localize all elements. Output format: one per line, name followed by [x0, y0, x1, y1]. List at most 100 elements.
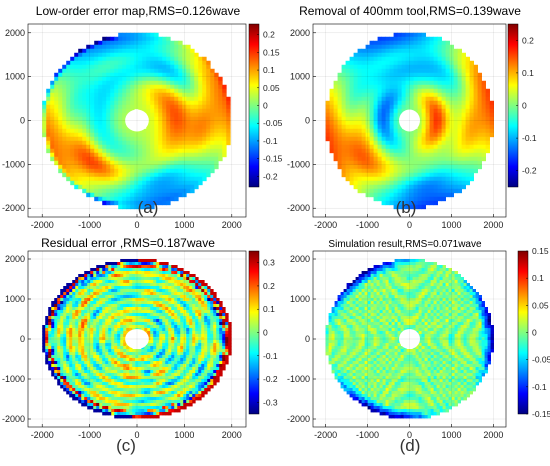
- heatmap-cell: [74, 184, 79, 190]
- heatmap-cell: [417, 124, 422, 130]
- heatmap-cell: [441, 160, 446, 166]
- heatmap-cell: [461, 180, 466, 186]
- heatmap-cell: [174, 56, 179, 62]
- heatmap-cell: [150, 128, 155, 134]
- heatmap-cell: [78, 292, 82, 296]
- heatmap-cell: [45, 319, 49, 323]
- heatmap-cell: [449, 144, 454, 150]
- heatmap-cell: [429, 144, 434, 150]
- heatmap-cell: [204, 349, 208, 353]
- heatmap-cell: [174, 271, 178, 275]
- heatmap-cell: [154, 96, 159, 102]
- heatmap-cell: [54, 331, 58, 335]
- heatmap-cell: [361, 76, 366, 82]
- heatmap-cell: [341, 100, 346, 106]
- heatmap-cell: [62, 100, 67, 106]
- heatmap-cell: [60, 334, 64, 338]
- heatmap-cell: [461, 60, 466, 66]
- heatmap-cell: [365, 84, 370, 90]
- heatmap-cell: [198, 92, 203, 98]
- heatmap-cell: [126, 180, 131, 186]
- heatmap-cell: [146, 32, 151, 38]
- heatmap-cell: [409, 148, 414, 154]
- heatmap-cell: [120, 334, 124, 338]
- heatmap-cell: [158, 116, 163, 122]
- heatmap-cell: [189, 292, 193, 296]
- heatmap-cell: [202, 124, 207, 130]
- heatmap-cell: [429, 52, 434, 58]
- heatmap-cell: [162, 295, 166, 299]
- heatmap-cell: [46, 132, 51, 138]
- heatmap-cell: [162, 132, 167, 138]
- heatmap-cell: [158, 136, 163, 142]
- heatmap-cell: [445, 148, 450, 154]
- heatmap-cell: [401, 180, 406, 186]
- heatmap-cell: [413, 136, 418, 142]
- heatmap-cell: [381, 176, 386, 182]
- heatmap-cell: [78, 52, 83, 58]
- heatmap-cell: [90, 84, 95, 90]
- heatmap-cell: [189, 340, 193, 344]
- heatmap-cell: [58, 144, 63, 150]
- heatmap-cell: [204, 361, 208, 365]
- heatmap-cell: [93, 292, 97, 296]
- heatmap-cell: [150, 172, 155, 178]
- heatmap-cell: [108, 301, 112, 305]
- heatmap-cell: [144, 286, 148, 290]
- heatmap-cell: [138, 352, 142, 356]
- heatmap-cell: [201, 340, 205, 344]
- heatmap-cell: [156, 295, 160, 299]
- heatmap-cell: [409, 188, 414, 194]
- heatmap-cell: [449, 56, 454, 62]
- heatmap-cell: [345, 136, 350, 142]
- heatmap-cell: [82, 132, 87, 138]
- heatmap-cell: [66, 304, 70, 308]
- heatmap-cell: [473, 124, 478, 130]
- heatmap-cell: [102, 280, 106, 284]
- heatmap-cell: [90, 325, 94, 329]
- heatmap-cell: [228, 343, 232, 347]
- heatmap-cell: [117, 271, 121, 275]
- heatmap-cell: [98, 116, 103, 122]
- heatmap-cell: [222, 346, 226, 350]
- heatmap-cell: [389, 140, 394, 146]
- heatmap-cell: [405, 156, 410, 162]
- heatmap-cell: [144, 358, 148, 362]
- heatmap-cell: [195, 328, 199, 332]
- heatmap-cell: [433, 200, 438, 206]
- heatmap-cell: [345, 64, 350, 70]
- heatmap-cell: [162, 88, 167, 94]
- heatmap-cell: [421, 56, 426, 62]
- heatmap-cell: [154, 148, 159, 154]
- heatmap-cell: [194, 128, 199, 134]
- heatmap-cell: [146, 200, 151, 206]
- heatmap-cell: [429, 100, 434, 106]
- heatmap-cell: [158, 80, 163, 86]
- heatmap-cell: [349, 176, 354, 182]
- heatmap-cell: [156, 271, 160, 275]
- heatmap-cell: [150, 32, 155, 38]
- heatmap-cell: [183, 343, 187, 347]
- heatmap-cell: [437, 124, 442, 130]
- heatmap-cell: [168, 289, 172, 293]
- heatmap-cell: [93, 307, 97, 311]
- heatmap-cell: [174, 343, 178, 347]
- heatmap-cell: [393, 100, 398, 106]
- heatmap-cell: [210, 361, 214, 365]
- heatmap-cell: [377, 136, 382, 142]
- heatmap-cell: [129, 313, 133, 317]
- heatmap-cell: [81, 319, 85, 323]
- heatmap-cell: [437, 60, 442, 66]
- heatmap-cell: [385, 148, 390, 154]
- heatmap-cell: [94, 88, 99, 94]
- heatmap-cell: [90, 301, 94, 305]
- heatmap-cell: [45, 343, 49, 347]
- heatmap-cell: [445, 68, 450, 74]
- heatmap-cell: [105, 364, 109, 368]
- heatmap-cell: [186, 295, 190, 299]
- heatmap-cell: [102, 184, 107, 190]
- heatmap-cell: [118, 172, 123, 178]
- heatmap-cell: [449, 84, 454, 90]
- heatmap-cell: [171, 334, 175, 338]
- heatmap-cell: [141, 304, 145, 308]
